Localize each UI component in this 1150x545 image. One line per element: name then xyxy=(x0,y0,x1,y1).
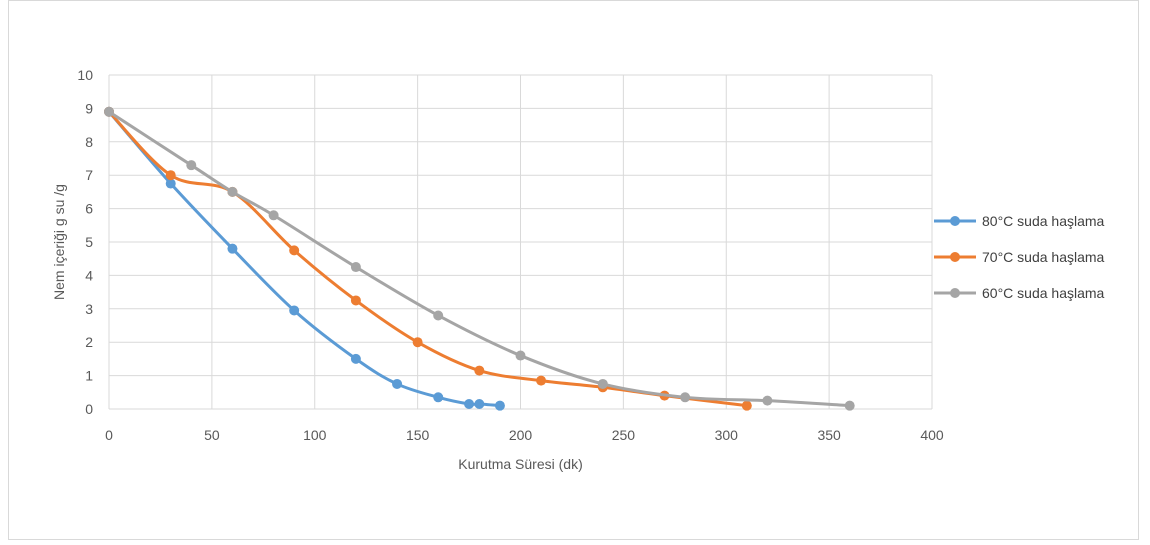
data-point-2-6 xyxy=(515,350,526,361)
x-tick-label-4: 200 xyxy=(509,427,533,443)
x-tick-label-7: 350 xyxy=(817,427,841,443)
x-tick-label-2: 100 xyxy=(303,427,327,443)
data-point-0-3 xyxy=(289,305,300,316)
chart-area: 0 1 2 3 4 5 6 7 8 9 10 0 50 100 150 200 250 300 350 400 Kur… xyxy=(8,0,1139,540)
y-tick-label-2: 2 xyxy=(85,334,93,350)
y-tick-label-4: 4 xyxy=(85,267,93,283)
x-tick-label-5: 250 xyxy=(612,427,636,443)
legend-label-0: 80°C suda haşlama xyxy=(982,213,1105,229)
data-point-2-1 xyxy=(186,160,197,171)
data-point-2-9 xyxy=(762,395,773,406)
data-point-0-1 xyxy=(165,178,176,189)
data-point-2-2 xyxy=(227,186,238,197)
data-point-1-4 xyxy=(350,295,361,306)
data-point-1-1 xyxy=(165,170,176,181)
data-point-0-8 xyxy=(474,398,485,409)
data-point-2-4 xyxy=(350,262,361,273)
legend-label-1: 70°C suda haşlama xyxy=(982,249,1105,265)
legend-marker-0 xyxy=(950,216,960,226)
y-tick-label-8: 8 xyxy=(85,134,93,150)
data-point-1-10 xyxy=(741,400,752,411)
x-tick-label-3: 150 xyxy=(406,427,430,443)
y-tick-label-3: 3 xyxy=(85,301,93,317)
data-point-0-7 xyxy=(464,398,475,409)
legend-item-2: 60°C suda haşlama xyxy=(934,285,1105,301)
x-tick-label-6: 300 xyxy=(715,427,739,443)
x-axis-title: Kurutma Süresi (dk) xyxy=(458,456,582,472)
legend-label-2: 60°C suda haşlama xyxy=(982,285,1105,301)
series-line-2 xyxy=(107,110,852,408)
y-tick-label-9: 9 xyxy=(85,100,93,116)
data-point-1-3 xyxy=(289,245,300,256)
data-point-0-4 xyxy=(350,353,361,364)
data-point-2-0 xyxy=(104,106,114,117)
x-tick-label-1: 50 xyxy=(204,427,220,443)
data-point-0-9 xyxy=(494,400,505,411)
data-point-0-5 xyxy=(392,378,403,389)
series-layer xyxy=(104,106,855,411)
y-tick-label-6: 6 xyxy=(85,201,93,217)
legend-marker-1 xyxy=(950,252,960,262)
data-point-0-2 xyxy=(227,243,238,254)
y-tick-label-5: 5 xyxy=(85,234,93,250)
legend-item-1: 70°C suda haşlama xyxy=(934,249,1105,265)
legend: 80°C suda haşlama 70°C suda haşlama 60°C s… xyxy=(934,213,1105,301)
data-point-2-5 xyxy=(433,310,444,321)
data-point-1-6 xyxy=(474,365,485,376)
data-point-2-7 xyxy=(597,378,608,389)
y-tick-label-0: 0 xyxy=(85,401,93,417)
y-tick-label-7: 7 xyxy=(85,167,93,183)
series-2 xyxy=(104,106,855,411)
data-point-0-6 xyxy=(433,392,444,403)
data-point-2-8 xyxy=(680,392,691,403)
y-axis-title: Nem içeriği g su /g xyxy=(51,184,67,300)
legend-marker-2 xyxy=(950,288,960,298)
y-tick-label-10: 10 xyxy=(77,67,93,83)
data-point-1-5 xyxy=(412,337,423,348)
data-point-1-7 xyxy=(536,375,547,386)
series-1 xyxy=(104,106,752,411)
x-tick-label-0: 0 xyxy=(105,427,113,443)
data-point-2-10 xyxy=(844,400,855,411)
series-line-1 xyxy=(107,110,749,408)
x-tick-label-8: 400 xyxy=(920,427,944,443)
data-point-2-3 xyxy=(268,210,279,221)
y-tick-label-1: 1 xyxy=(85,368,93,384)
legend-item-0: 80°C suda haşlama xyxy=(934,213,1105,229)
